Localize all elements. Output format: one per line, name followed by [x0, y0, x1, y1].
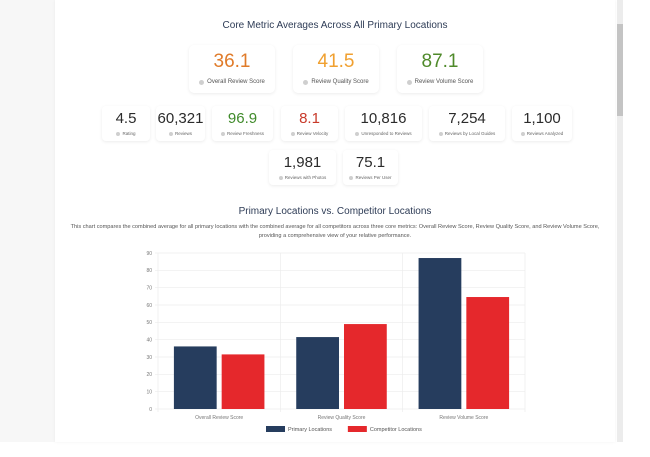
y-tick-label: 80 — [146, 268, 152, 274]
metric-label: Review Quality Score — [311, 79, 369, 85]
metric-value: 8.1 — [299, 110, 320, 127]
metric-card-overall-review-score: 36.1 Overall Review Score — [189, 45, 275, 93]
metric-label: Review Velocity — [296, 131, 329, 136]
dashboard-card: Core Metric Averages Across All Primary … — [55, 0, 615, 442]
metric-label: Rating — [122, 131, 136, 136]
metric-value: 36.1 — [213, 51, 251, 72]
metric-card-reviews-with-photos: 1,981 Reviews with Photos — [269, 150, 336, 185]
y-tick-label: 90 — [146, 251, 152, 257]
metric-card-unresponded-reviews: 10,816 Unresponded to Reviews — [345, 106, 422, 141]
bar-primary-locations — [296, 337, 339, 409]
chart-bars — [173, 258, 510, 409]
metric-label: Reviews Analyzed — [526, 131, 564, 136]
comparison-description: This chart compares the combined average… — [70, 224, 600, 239]
metric-card-reviews: 60,321 Reviews — [156, 106, 205, 141]
metric-card-reviews-analyzed: 1,100 Reviews Analyzed — [512, 106, 572, 141]
y-tick-label: 60 — [146, 303, 152, 309]
metric-card-review-freshness: 96.9 Review Freshness — [212, 106, 273, 141]
y-tick-label: 10 — [146, 389, 152, 395]
metric-card-reviews-per-user: 75.1 Reviews Per User — [343, 150, 398, 185]
legend-label: Competitor Locations — [370, 427, 422, 433]
x-tick-label: Review Volume Score — [439, 415, 488, 421]
metric-value: 4.5 — [115, 110, 137, 127]
y-tick-label: 20 — [146, 372, 152, 378]
core-metrics-title: Core Metric Averages Across All Primary … — [222, 20, 448, 31]
info-icon[interactable] — [116, 131, 121, 136]
metric-value: 7,254 — [448, 110, 486, 127]
metric-label: Review Freshness — [226, 131, 264, 136]
metric-value: 87.1 — [421, 51, 459, 72]
info-icon[interactable] — [438, 131, 443, 136]
page-gutter — [0, 0, 55, 442]
x-tick-label: Review Quality Score — [318, 415, 366, 421]
x-tick-label: Overall Review Score — [195, 415, 243, 421]
info-icon[interactable] — [520, 131, 525, 136]
legend-swatch — [347, 426, 367, 432]
chart-legend: Primary Locations Competitor Locations — [266, 426, 422, 433]
y-tick-label: 40 — [146, 337, 152, 343]
info-icon[interactable] — [406, 79, 412, 85]
metric-value: 1,100 — [523, 110, 561, 127]
vertical-scrollbar[interactable] — [617, 0, 623, 442]
info-icon[interactable] — [168, 131, 173, 136]
metric-label: Reviews by Local Guides — [444, 131, 496, 136]
info-icon[interactable] — [355, 131, 360, 136]
metric-label: Unresponded to Reviews — [361, 131, 412, 136]
metric-label: Review Volume Score — [414, 79, 474, 85]
info-icon[interactable] — [199, 79, 205, 85]
metric-label: Reviews with Photos — [284, 175, 327, 180]
scrollbar-thumb[interactable] — [617, 24, 623, 116]
metric-card-review-quality-score: 41.5 Review Quality Score — [293, 45, 379, 93]
bar-competitor-locations — [344, 324, 387, 409]
metric-label: Reviews Per User — [355, 175, 392, 180]
metric-card-review-velocity: 8.1 Review Velocity — [281, 106, 338, 141]
y-tick-label: 30 — [146, 355, 152, 361]
metric-card-reviews-by-local-guides: 7,254 Reviews by Local Guides — [429, 106, 505, 141]
metric-value: 60,321 — [157, 110, 204, 127]
metric-value: 10,816 — [360, 110, 407, 127]
metric-value: 96.9 — [227, 110, 258, 127]
bar-primary-locations — [418, 258, 462, 409]
y-axis-ticks: 0 10 20 30 40 50 60 70 80 90 — [146, 251, 152, 413]
bar-primary-locations — [173, 346, 217, 409]
metric-value: 75.1 — [355, 154, 386, 171]
info-icon[interactable] — [220, 131, 225, 136]
comparison-title: Primary Locations vs. Competitor Locatio… — [238, 206, 432, 217]
bar-competitor-locations — [221, 354, 265, 409]
bar-competitor-locations — [466, 297, 510, 409]
info-icon[interactable] — [290, 131, 295, 136]
info-icon[interactable] — [349, 175, 354, 180]
x-axis-ticks: Overall Review Score Review Quality Score… — [195, 415, 488, 421]
metric-value: 1,981 — [283, 154, 322, 171]
metric-label: Reviews — [174, 131, 192, 136]
legend-label: Primary Locations — [288, 427, 332, 433]
metric-value: 41.5 — [317, 51, 355, 72]
legend-swatch — [266, 426, 285, 432]
metric-card-rating: 4.5 Rating — [102, 106, 150, 141]
y-tick-label: 0 — [149, 407, 152, 413]
y-tick-label: 70 — [146, 285, 152, 291]
metric-card-review-volume-score: 87.1 Review Volume Score — [397, 45, 483, 93]
y-tick-label: 50 — [146, 320, 152, 326]
info-icon[interactable] — [278, 175, 283, 180]
metric-label: Overall Review Score — [207, 79, 265, 85]
info-icon[interactable] — [303, 79, 309, 85]
